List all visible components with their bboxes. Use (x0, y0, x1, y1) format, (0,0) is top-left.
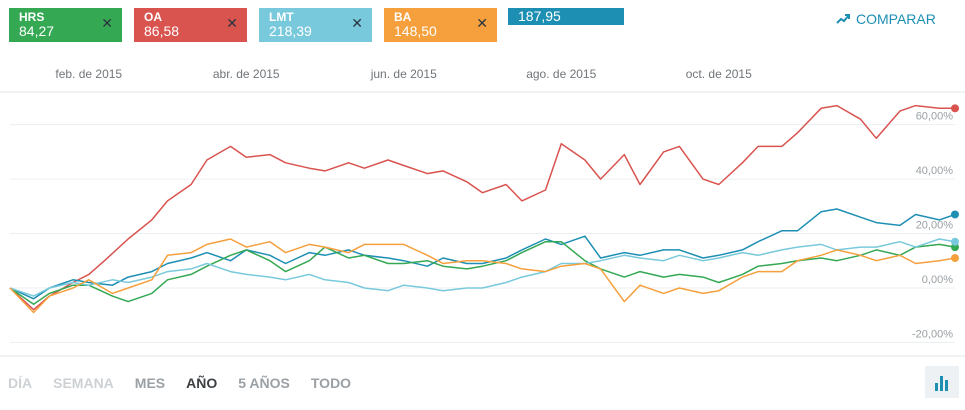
y-tick-label: 40,00% (916, 165, 954, 177)
range-selector: DÍA SEMANA MES AÑO 5 AÑOS TODO (8, 374, 372, 392)
series-end-marker (951, 104, 959, 113)
series-line-main (9, 208, 956, 300)
stock-comparison-chart: feb. de 2015 abr. de 2015 jun. de 2015 ago.… (0, 67, 965, 357)
x-tick-label: jun. de 2015 (370, 67, 437, 81)
x-tick-label: feb. de 2015 (55, 67, 122, 81)
x-tick-label: ago. de 2015 (526, 67, 596, 81)
series-end-marker (951, 254, 959, 263)
ticker-tile-oa[interactable]: OA 86,58 ✕ (134, 8, 247, 42)
close-icon[interactable]: ✕ (476, 15, 488, 31)
compare-label: COMPARAR (856, 11, 936, 27)
ticker-symbol: OA (144, 10, 162, 24)
ticker-value: 218,39 (269, 23, 312, 39)
close-icon[interactable]: ✕ (226, 15, 238, 31)
series-end-marker (951, 237, 959, 246)
chart-grid (0, 91, 965, 357)
y-tick-label: 60,00% (916, 111, 954, 123)
ticker-value: 86,58 (144, 23, 180, 39)
range-mes[interactable]: MES (134, 375, 166, 391)
ticker-tile-hrs[interactable]: HRS 84,27 ✕ (9, 8, 122, 42)
close-icon[interactable]: ✕ (351, 15, 363, 31)
close-icon[interactable]: ✕ (101, 15, 113, 31)
ticker-symbol: BA (394, 10, 412, 24)
ticker-symbol: HRS (19, 10, 45, 24)
series-line-oa (9, 104, 955, 311)
x-tick-label: oct. de 2015 (686, 67, 752, 81)
series-line-hrs (9, 240, 956, 306)
x-axis-ticks: feb. de 2015 abr. de 2015 jun. de 2015 ago.… (55, 67, 752, 81)
y-tick-label: -20,00% (912, 328, 953, 340)
y-axis-ticks: 60,00% 40,00% 20,00% 0,00% -20,00% (912, 111, 953, 341)
ticker-value: 148,50 (394, 23, 437, 39)
ticker-tile-lmt[interactable]: LMT 218,39 ✕ (259, 8, 372, 42)
y-tick-label: 0,00% (922, 274, 953, 286)
bar-chart-icon (935, 376, 948, 391)
x-tick-label: abr. de 2015 (213, 67, 280, 81)
series-line-ba (9, 238, 956, 314)
range-todo[interactable]: TODO (310, 375, 352, 391)
range-semana[interactable]: SEMANA (53, 375, 114, 391)
chart-type-button[interactable] (925, 366, 959, 398)
y-tick-label: 20,00% (916, 220, 954, 232)
selected-ticker-value: 187,95 (508, 8, 624, 25)
ticker-symbol: LMT (269, 10, 294, 24)
trend-up-icon (836, 14, 850, 24)
series-end-marker (951, 210, 959, 219)
ticker-tile-ba[interactable]: BA 148,50 ✕ (384, 8, 497, 42)
series-line-lmt (9, 238, 956, 297)
ticker-value: 84,27 (19, 23, 55, 39)
range-ano[interactable]: AÑO (186, 375, 218, 391)
range-5-anos[interactable]: 5 AÑOS (238, 375, 290, 391)
compare-button[interactable]: COMPARAR (836, 10, 936, 28)
chart-series (9, 104, 959, 314)
range-dia[interactable]: DÍA (8, 375, 33, 391)
